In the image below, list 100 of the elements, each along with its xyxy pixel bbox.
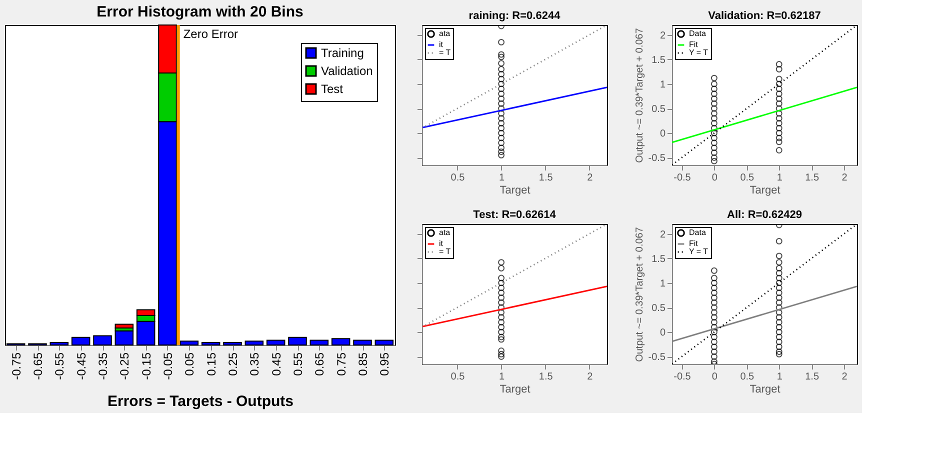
point <box>710 334 718 340</box>
point <box>776 280 782 286</box>
x-tick-label: -0.65 <box>31 352 45 380</box>
point <box>710 86 718 92</box>
point <box>776 324 782 330</box>
x-axis-title: Target <box>750 184 780 196</box>
x-tick-label: 0 <box>712 172 718 184</box>
point <box>498 324 505 330</box>
point <box>498 290 505 296</box>
x-tick-label: 0.25 <box>226 352 240 376</box>
point <box>498 115 505 122</box>
point <box>498 60 505 67</box>
x-tick-label: -0.45 <box>74 352 88 380</box>
point <box>776 130 782 136</box>
x-tick-label: 0.95 <box>378 352 392 376</box>
y-tick-label: 1.5 <box>652 54 666 66</box>
y-tick-label: 1.5 <box>652 254 666 265</box>
point <box>776 61 782 68</box>
point <box>776 252 782 260</box>
point <box>776 309 782 316</box>
point <box>710 115 718 122</box>
x-tick-label: 0.75 <box>334 352 348 376</box>
legend-label: = T <box>439 247 451 256</box>
x-tick-label: -0.05 <box>161 352 175 380</box>
point <box>710 90 718 98</box>
point <box>498 105 505 112</box>
point <box>776 294 782 301</box>
point <box>498 314 505 321</box>
point <box>498 124 505 132</box>
point <box>710 74 718 82</box>
point <box>498 299 505 306</box>
point <box>498 348 505 354</box>
point <box>710 80 718 88</box>
point <box>498 334 505 340</box>
point <box>498 274 505 282</box>
x-axis-title: Target <box>500 184 530 196</box>
point <box>498 140 505 146</box>
point <box>776 299 782 306</box>
point <box>498 319 505 326</box>
point <box>498 350 505 358</box>
point <box>710 124 718 132</box>
legend-label: Data <box>689 228 706 237</box>
legend-label: ata <box>439 228 451 237</box>
point <box>498 90 505 98</box>
y-tick-label: -0.5 <box>648 153 666 164</box>
x-axis-title: Errors = Targets - Outputs <box>107 392 294 410</box>
x-tick-label: -0.5 <box>674 172 692 184</box>
point <box>776 344 782 350</box>
point <box>498 152 505 158</box>
point <box>710 348 718 355</box>
x-tick-label: 1 <box>776 172 783 184</box>
point <box>776 90 782 98</box>
point <box>498 80 505 88</box>
point <box>776 120 782 126</box>
point <box>710 290 718 296</box>
point <box>776 105 782 112</box>
point <box>776 274 782 282</box>
point <box>710 338 718 346</box>
point <box>776 314 782 321</box>
point <box>710 299 718 306</box>
x-tick-label: 0.15 <box>204 352 218 376</box>
x-tick-label: 1.5 <box>805 372 820 382</box>
point <box>710 353 718 360</box>
point <box>776 138 782 146</box>
point <box>776 264 782 272</box>
point <box>776 134 782 142</box>
point <box>710 324 718 330</box>
legend-label: Test <box>321 82 344 96</box>
y-axis-title: Output ~= 0.39*Target + 0.067 <box>634 28 646 163</box>
bar <box>114 324 134 329</box>
x-axis-title: Target <box>500 384 530 396</box>
point <box>710 294 718 301</box>
point <box>498 284 505 292</box>
point <box>776 66 782 72</box>
point <box>776 86 782 92</box>
point <box>776 319 782 326</box>
x-tick-label: 1 <box>499 372 506 382</box>
chart-title: Test: R=0.62614 <box>473 209 557 221</box>
point <box>776 304 782 311</box>
x-tick-label: 1 <box>499 172 506 184</box>
point <box>710 110 718 117</box>
legend-label: Fit <box>689 40 699 49</box>
point <box>776 95 782 102</box>
y-tick-label: 1 <box>660 79 666 90</box>
x-tick-label: -0.35 <box>96 352 110 380</box>
point <box>498 304 505 311</box>
point <box>498 144 505 152</box>
point <box>776 270 782 276</box>
point <box>776 334 782 340</box>
x-tick-label: 0.5 <box>740 172 755 184</box>
ref-line-label: Zero Error <box>183 27 238 41</box>
x-tick-label: 1.5 <box>805 172 820 184</box>
point <box>776 348 782 355</box>
x-tick-label: 2 <box>587 372 594 382</box>
point <box>498 148 505 155</box>
point <box>710 158 718 164</box>
point <box>498 259 505 266</box>
point <box>498 328 505 336</box>
point <box>776 259 782 266</box>
y-tick-label: 0.5 <box>652 104 666 116</box>
